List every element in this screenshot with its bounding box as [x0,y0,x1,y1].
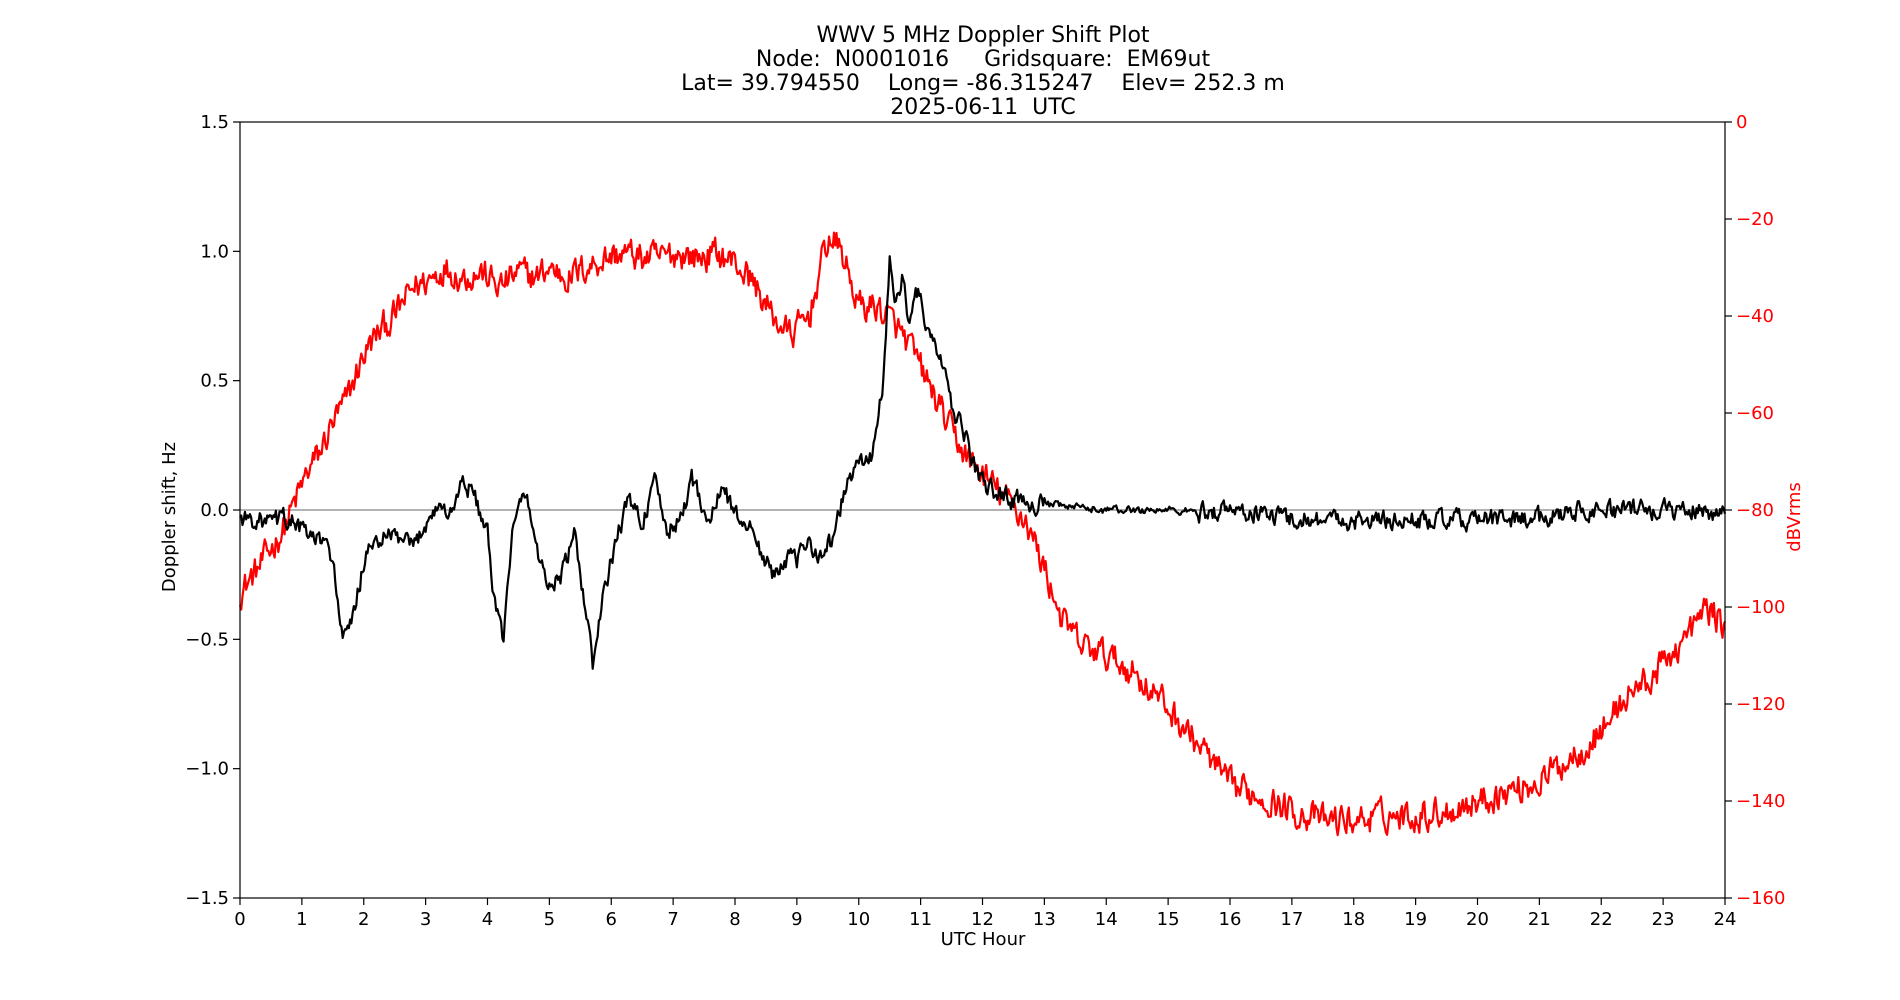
x-tick-label: 2 [358,909,369,930]
title-line-2: Node: N0001016 Gridsquare: EM69ut [756,47,1211,72]
x-tick-label: 10 [847,909,870,930]
doppler-shift-line [239,255,1727,670]
y-axis-label-right: dBVrms [1784,482,1805,552]
y-tick-label-left: 0.5 [200,371,229,392]
x-axis-label: UTC Hour [941,929,1026,950]
x-tick-label: 23 [1652,909,1675,930]
chart-title: WWV 5 MHz Doppler Shift Plot Node: N0001… [681,23,1285,120]
title-line-1: WWV 5 MHz Doppler Shift Plot [816,23,1149,48]
x-tick-label: 0 [234,909,245,930]
plot-area: 0 1 2 3 4 5 6 7 8 9 10 11 12 13 14 15 16 17 18 19 20 21 22 23 24… [185,112,1785,930]
x-tick-label: 8 [729,909,740,930]
y-tick-label-right: −20 [1736,209,1774,230]
x-tick-label: 12 [971,909,994,930]
y-tick-label-left: 1.5 [200,112,229,133]
x-tick-label: 21 [1528,909,1551,930]
y-tick-label-right: −40 [1736,306,1774,327]
x-tick-label: 7 [667,909,678,930]
y-tick-label-right: −160 [1736,888,1785,909]
x-tick-label: 19 [1404,909,1427,930]
y-tick-label-right: −60 [1736,403,1774,424]
x-tick-label: 13 [1033,909,1056,930]
y-tick-label-left: 0.0 [200,500,229,521]
x-tick-label: 24 [1714,909,1737,930]
x-tick-label: 14 [1095,909,1118,930]
y-tick-label-right: −100 [1736,597,1785,618]
x-tick-label: 9 [791,909,802,930]
x-tick-label: 3 [420,909,431,930]
y-tick-label-left: −1.5 [185,888,229,909]
x-tick-label: 17 [1280,909,1303,930]
x-tick-label: 20 [1466,909,1489,930]
x-tick-label: 4 [482,909,493,930]
y-tick-label-left: 1.0 [200,241,229,262]
title-line-3: Lat= 39.794550 Long= -86.315247 Elev= 25… [681,71,1285,96]
y-axis-label-left: Doppler shift, Hz [159,442,180,592]
x-tick-label: 22 [1590,909,1613,930]
y-tick-label-left: −1.0 [185,759,229,780]
y-tick-label-right: −80 [1736,500,1774,521]
x-tick-label: 18 [1342,909,1365,930]
x-tick-label: 1 [296,909,307,930]
y-tick-label-left: −0.5 [185,629,229,650]
x-tick-label: 16 [1219,909,1242,930]
y-tick-label-right: 0 [1736,112,1747,133]
x-tick-label: 6 [606,909,617,930]
title-line-4: 2025-06-11 UTC [890,95,1075,120]
x-tick-label: 5 [544,909,555,930]
x-tick-label: 11 [909,909,932,930]
y-tick-label-right: −120 [1736,694,1785,715]
x-tick-label: 15 [1157,909,1180,930]
signal-level-line [238,231,1727,837]
y-tick-label-right: −140 [1736,791,1785,812]
